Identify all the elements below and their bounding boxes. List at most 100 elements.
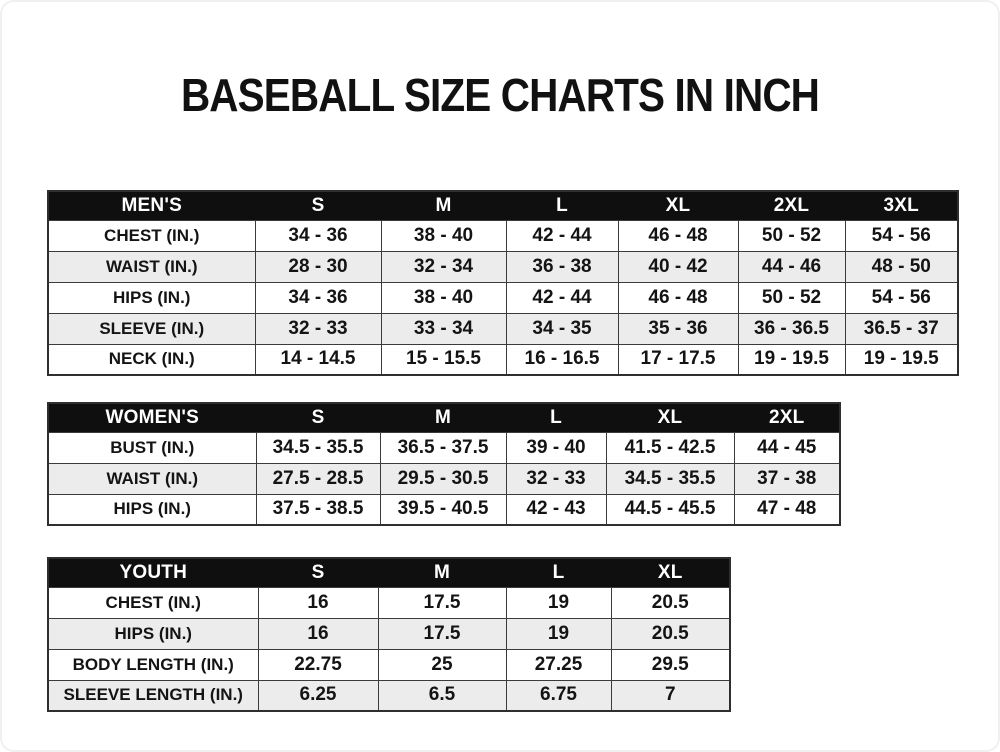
size-cell: 42 - 44 [505, 281, 619, 314]
row-label: BODY LENGTH (IN.) [47, 648, 259, 681]
table-row: NECK (IN.) 14 - 14.5 15 - 15.5 16 - 16.5 17 … [47, 343, 959, 376]
table-row: WAIST (IN.) 27.5 - 28.5 29.5 - 30.5 32 - 33… [47, 462, 841, 495]
size-cell: 29.5 [610, 648, 731, 681]
size-cell: 40 - 42 [617, 250, 739, 283]
size-cell: 36 - 38 [505, 250, 619, 283]
size-cell: 42 - 43 [505, 493, 607, 526]
column-header: S [255, 402, 381, 433]
size-cell: 20.5 [610, 617, 731, 650]
size-cell: 6.25 [257, 679, 379, 712]
size-cell: 54 - 56 [844, 219, 959, 252]
table-row: BUST (IN.) 34.5 - 35.5 36.5 - 37.5 39 - 40 4… [47, 431, 841, 464]
womens-size-table: WOMEN'S S M L XL 2XL BUST (IN.) 34.5 - 35.5 36.5… [47, 402, 841, 526]
table-row: CHEST (IN.) 16 17.5 19 20.5 [47, 586, 731, 619]
size-cell: 42 - 44 [505, 219, 619, 252]
row-label: WAIST (IN.) [47, 462, 257, 495]
size-cell: 15 - 15.5 [380, 343, 507, 376]
size-cell: 16 [257, 617, 379, 650]
size-cell: 6.75 [505, 679, 612, 712]
column-header: M [380, 190, 507, 221]
size-cell: 19 - 19.5 [737, 343, 846, 376]
column-header: 3XL [844, 190, 959, 221]
column-header: 2XL [733, 402, 841, 433]
column-header: 2XL [737, 190, 846, 221]
size-cell: 25 [377, 648, 507, 681]
size-cell: 29.5 - 30.5 [379, 462, 507, 495]
size-cell: 14 - 14.5 [254, 343, 382, 376]
size-cell: 19 [505, 617, 612, 650]
size-cell: 19 [505, 586, 612, 619]
size-cell: 32 - 33 [254, 312, 382, 345]
table-row: HIPS (IN.) 16 17.5 19 20.5 [47, 617, 731, 650]
size-cell: 37.5 - 38.5 [255, 493, 381, 526]
table-row: WAIST (IN.) 28 - 30 32 - 34 36 - 38 40 - 42 4… [47, 250, 959, 283]
size-cell: 34 - 36 [254, 281, 382, 314]
header-row: YOUTH S M L XL [47, 557, 731, 588]
row-label: BUST (IN.) [47, 431, 257, 464]
column-header: M [379, 402, 507, 433]
size-cell: 16 [257, 586, 379, 619]
size-cell: 41.5 - 42.5 [605, 431, 735, 464]
size-cell: 27.25 [505, 648, 612, 681]
size-cell: 6.5 [377, 679, 507, 712]
size-cell: 50 - 52 [737, 281, 846, 314]
row-label: HIPS (IN.) [47, 281, 256, 314]
size-cell: 44 - 46 [737, 250, 846, 283]
size-cell: 37 - 38 [733, 462, 841, 495]
size-cell: 50 - 52 [737, 219, 846, 252]
size-cell: 34 - 36 [254, 219, 382, 252]
size-cell: 20.5 [610, 586, 731, 619]
size-cell: 47 - 48 [733, 493, 841, 526]
row-label: HIPS (IN.) [47, 493, 257, 526]
size-cell: 38 - 40 [380, 281, 507, 314]
table-row: BODY LENGTH (IN.) 22.75 25 27.25 29.5 [47, 648, 731, 681]
size-cell: 35 - 36 [617, 312, 739, 345]
size-cell: 17.5 [377, 586, 507, 619]
size-cell: 34.5 - 35.5 [255, 431, 381, 464]
row-label: CHEST (IN.) [47, 219, 256, 252]
size-cell: 34.5 - 35.5 [605, 462, 735, 495]
size-cell: 36.5 - 37.5 [379, 431, 507, 464]
column-header: S [257, 557, 379, 588]
column-header: L [505, 190, 619, 221]
youth-size-table: YOUTH S M L XL CHEST (IN.) 16 17.5 19 20.5 HIPS (I… [47, 557, 731, 712]
column-header: S [254, 190, 382, 221]
size-cell: 33 - 34 [380, 312, 507, 345]
row-label: SLEEVE (IN.) [47, 312, 256, 345]
size-cell: 27.5 - 28.5 [255, 462, 381, 495]
size-cell: 48 - 50 [844, 250, 959, 283]
column-header: L [505, 402, 607, 433]
size-cell: 39 - 40 [505, 431, 607, 464]
table-row: SLEEVE LENGTH (IN.) 6.25 6.5 6.75 7 [47, 679, 731, 712]
table-title: WOMEN'S [47, 402, 257, 433]
size-cell: 32 - 33 [505, 462, 607, 495]
table-row: HIPS (IN.) 34 - 36 38 - 40 42 - 44 46 - 48 50… [47, 281, 959, 314]
size-cell: 34 - 35 [505, 312, 619, 345]
size-cell: 28 - 30 [254, 250, 382, 283]
size-cell: 36.5 - 37 [844, 312, 959, 345]
size-cell: 7 [610, 679, 731, 712]
size-cell: 44 - 45 [733, 431, 841, 464]
size-cell: 54 - 56 [844, 281, 959, 314]
row-label: HIPS (IN.) [47, 617, 259, 650]
size-cell: 22.75 [257, 648, 379, 681]
table-row: CHEST (IN.) 34 - 36 38 - 40 42 - 44 46 - 48 5… [47, 219, 959, 252]
size-cell: 19 - 19.5 [844, 343, 959, 376]
header-row: WOMEN'S S M L XL 2XL [47, 402, 841, 433]
table-title: MEN'S [47, 190, 256, 221]
size-cell: 44.5 - 45.5 [605, 493, 735, 526]
table-row: HIPS (IN.) 37.5 - 38.5 39.5 - 40.5 42 - 43 4… [47, 493, 841, 526]
column-header: XL [610, 557, 731, 588]
row-label: NECK (IN.) [47, 343, 256, 376]
table-row: SLEEVE (IN.) 32 - 33 33 - 34 34 - 35 35 - 36… [47, 312, 959, 345]
table-title: YOUTH [47, 557, 259, 588]
column-header: L [505, 557, 612, 588]
size-cell: 16 - 16.5 [505, 343, 619, 376]
size-cell: 46 - 48 [617, 281, 739, 314]
row-label: WAIST (IN.) [47, 250, 256, 283]
page-title: BASEBALL SIZE CHARTS IN INCH [180, 69, 820, 121]
size-cell: 17 - 17.5 [617, 343, 739, 376]
header-row: MEN'S S M L XL 2XL 3XL [47, 190, 959, 221]
size-cell: 36 - 36.5 [737, 312, 846, 345]
